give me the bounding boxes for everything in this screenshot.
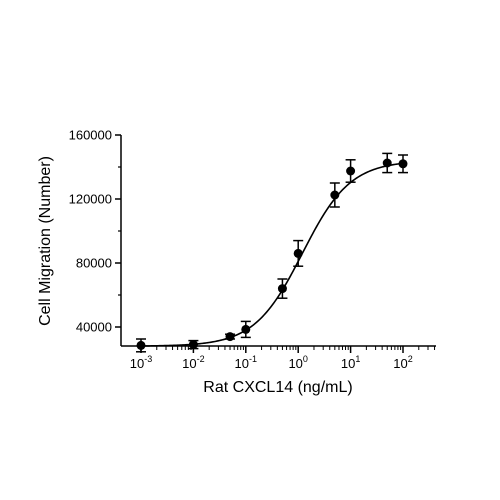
y-tick-label: 120000 xyxy=(69,192,112,207)
y-axis-title: Cell Migration (Number) xyxy=(37,156,54,326)
data-point xyxy=(277,284,287,294)
data-point-group xyxy=(398,154,408,174)
fit-curve-layer xyxy=(140,162,404,347)
data-point xyxy=(241,324,251,334)
data-point-group xyxy=(240,320,251,339)
data-point xyxy=(398,159,408,169)
data-point xyxy=(225,332,235,342)
data-point-group xyxy=(188,339,199,350)
data-point-group xyxy=(329,182,340,208)
x-axis-title: Rat CXCL14 (ng/mL) xyxy=(203,379,352,396)
x-tick-label: 10-2 xyxy=(182,354,204,371)
data-point xyxy=(188,340,198,350)
data-point-group xyxy=(136,338,146,353)
data-point xyxy=(330,190,340,200)
data-point-group xyxy=(382,152,393,174)
y-tick-label: 80000 xyxy=(76,256,112,271)
data-point-group xyxy=(293,239,304,267)
data-point-group xyxy=(225,332,236,342)
x-tick-label: 10-3 xyxy=(130,354,152,371)
data-point-group xyxy=(345,159,356,183)
fit-curve xyxy=(140,162,404,347)
data-point xyxy=(293,248,303,258)
x-tick-label: 10-1 xyxy=(235,354,257,371)
data-point-group xyxy=(277,278,288,299)
x-tick-label: 102 xyxy=(393,354,412,371)
x-tick-label: 101 xyxy=(341,354,360,371)
data-point xyxy=(346,166,356,176)
data-points-layer xyxy=(136,152,408,353)
axes: 40000 80000 120000 160000 10-3 10-2 10-1 100 101… xyxy=(69,128,436,371)
data-point xyxy=(382,158,392,168)
data-point xyxy=(136,340,146,350)
y-tick-label: 160000 xyxy=(69,128,112,143)
x-tick-label: 100 xyxy=(288,354,307,371)
y-tick-label: 40000 xyxy=(76,320,112,335)
